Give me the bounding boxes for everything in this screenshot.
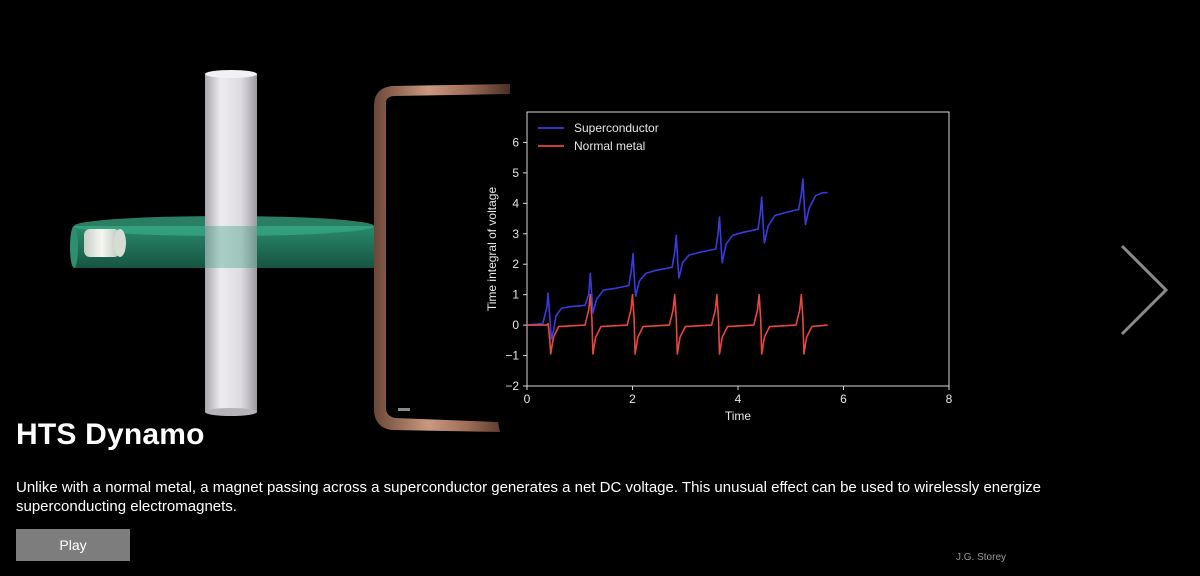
magnet <box>84 229 126 257</box>
y-tick-label: 6 <box>512 135 519 149</box>
voltage-chart: 0 2 4 6 8 −2 −1 0 1 2 3 4 5 6 Time Time integral of v… <box>485 111 953 423</box>
rotor-shaft <box>205 70 257 416</box>
x-tick-label: 6 <box>840 392 847 406</box>
x-axis-label: Time <box>725 409 752 423</box>
y-tick-label: −2 <box>505 379 519 393</box>
y-tick-label: 4 <box>512 196 519 210</box>
chevron-right-icon[interactable] <box>1116 244 1172 336</box>
y-tick-label: 2 <box>512 257 519 271</box>
x-tick-label: 0 <box>524 392 531 406</box>
superconductor-tape <box>374 84 510 432</box>
y-tick-label: 5 <box>512 166 519 180</box>
y-tick-label: 0 <box>512 318 519 332</box>
plot-frame <box>526 111 950 387</box>
chart-legend: Superconductor Normal metal <box>538 121 659 153</box>
author-credit: J.G. Storey <box>956 552 1007 563</box>
y-tick-label: −1 <box>505 349 519 363</box>
x-tick-label: 4 <box>735 392 742 406</box>
x-tick-label: 8 <box>946 392 953 406</box>
slide-description: Unlike with a normal metal, a magnet pas… <box>16 479 1042 515</box>
y-axis-label: Time integral of voltage <box>485 187 499 312</box>
y-tick-label: 3 <box>512 227 519 241</box>
legend-label: Superconductor <box>574 121 659 135</box>
play-button[interactable]: Play <box>16 529 130 561</box>
legend-label: Normal metal <box>574 139 645 153</box>
y-tick-label: 1 <box>512 288 519 302</box>
x-tick-label: 2 <box>629 392 636 406</box>
series-line-0 <box>527 178 828 340</box>
slide-title: HTS Dynamo <box>16 418 205 451</box>
series-line-1 <box>527 293 828 355</box>
